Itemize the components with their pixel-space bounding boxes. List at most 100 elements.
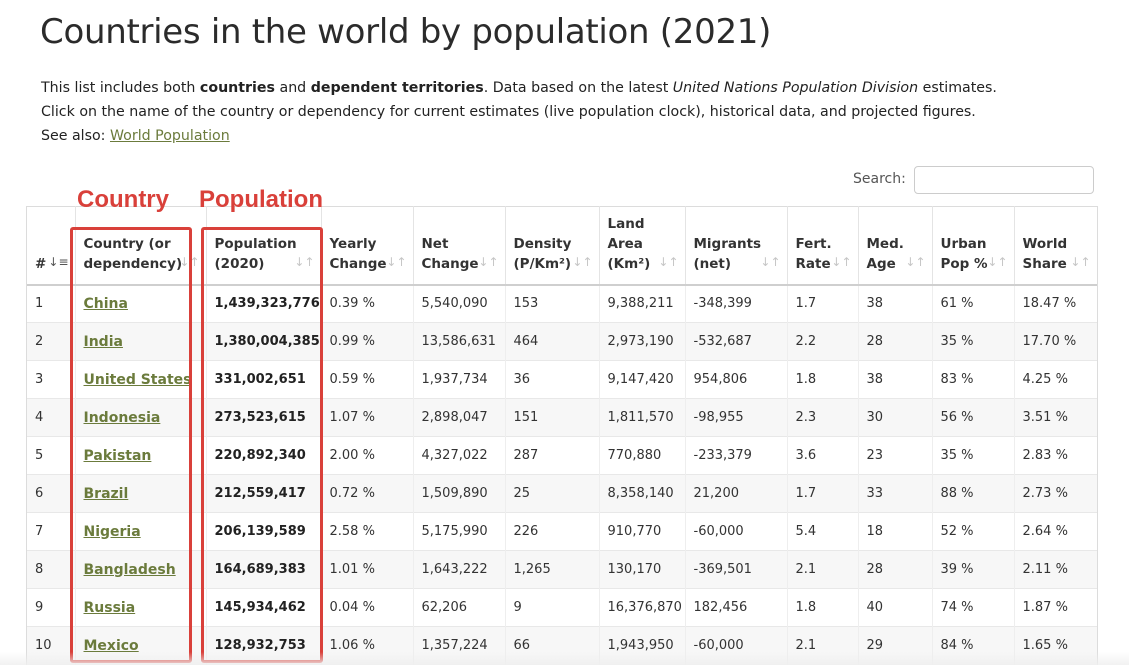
data-cell: 18: [858, 512, 933, 551]
column-header[interactable]: # ↓≡: [27, 206, 76, 286]
population-cell: 220,892,340: [206, 436, 322, 475]
sort-icon[interactable]: ↓↑: [294, 254, 315, 269]
sort-icon[interactable]: ↓↑: [572, 254, 593, 269]
data-cell: 8,358,140: [599, 474, 686, 513]
data-cell: 74 %: [932, 588, 1015, 627]
data-cell: 2.2: [787, 322, 859, 361]
data-cell: 2.11 %: [1014, 550, 1097, 589]
table-body: 1 China 1,439,323,776 0.39 % 5,540,090 153 9,3…: [27, 284, 1097, 665]
country-cell: Nigeria: [75, 512, 207, 551]
column-header[interactable]: Land Area (Km²) ↓↑: [599, 206, 686, 286]
rank-cell: 4: [27, 398, 76, 437]
data-cell: 0.39 %: [321, 284, 414, 323]
data-cell: 88 %: [932, 474, 1015, 513]
data-cell: 287: [505, 436, 600, 475]
data-cell: 9,388,211: [599, 284, 686, 323]
country-annotation-label: Country: [77, 186, 169, 213]
data-cell: 4,327,022: [413, 436, 506, 475]
country-link[interactable]: Bangladesh: [83, 561, 176, 578]
rank-cell: 7: [27, 512, 76, 551]
column-header[interactable]: Population (2020) ↓↑: [206, 206, 322, 286]
population-annotation-label: Population: [199, 186, 323, 213]
data-cell: 0.72 %: [321, 474, 414, 513]
data-cell: 36: [505, 360, 600, 399]
search-input[interactable]: [914, 166, 1094, 194]
sort-ascending-icon[interactable]: ↓≡: [48, 254, 69, 269]
sort-icon[interactable]: ↓↑: [179, 254, 200, 269]
data-cell: 5.4: [787, 512, 859, 551]
column-header[interactable]: Med. Age ↓↑: [858, 206, 933, 286]
column-header[interactable]: Urban Pop % ↓↑: [932, 206, 1015, 286]
data-cell: -98,955: [685, 398, 788, 437]
country-link[interactable]: India: [83, 333, 123, 350]
data-cell: 30: [858, 398, 933, 437]
data-cell: 17.70 %: [1014, 322, 1097, 361]
data-cell: 38: [858, 284, 933, 323]
table-row: 4 Indonesia 273,523,615 1.07 % 2,898,047 151 1…: [27, 398, 1097, 437]
sort-icon[interactable]: ↓↑: [478, 254, 499, 269]
rank-cell: 8: [27, 550, 76, 589]
table-row: 5 Pakistan 220,892,340 2.00 % 4,327,022 287 77…: [27, 436, 1097, 475]
sort-icon[interactable]: ↓↑: [658, 254, 679, 269]
table-header-row: # ↓≡ Country (or dependency) ↓↑ Population (…: [27, 206, 1097, 286]
data-cell: -532,687: [685, 322, 788, 361]
country-link[interactable]: United States: [83, 371, 192, 388]
population-cell: 164,689,383: [206, 550, 322, 589]
rank-cell: 3: [27, 360, 76, 399]
data-cell: 13,586,631: [413, 322, 506, 361]
data-cell: 1.7: [787, 284, 859, 323]
population-cell: 331,002,651: [206, 360, 322, 399]
population-cell: 1,380,004,385: [206, 322, 322, 361]
data-cell: 2.3: [787, 398, 859, 437]
column-header[interactable]: World Share ↓↑: [1014, 206, 1097, 286]
column-header[interactable]: Density (P/Km²) ↓↑: [505, 206, 600, 286]
column-header-label: Density (P/Km²): [513, 235, 572, 272]
data-cell: 770,880: [599, 436, 686, 475]
sort-icon[interactable]: ↓↑: [1070, 254, 1091, 269]
column-header-label: World Share: [1022, 235, 1068, 272]
world-population-link[interactable]: World Population: [109, 128, 230, 144]
country-link[interactable]: China: [83, 295, 128, 312]
population-cell: 273,523,615: [206, 398, 322, 437]
sort-icon[interactable]: ↓↑: [760, 254, 781, 269]
intro-italic-source: United Nations Population Division: [672, 80, 919, 96]
intro-text-segment: . Data based on the latest: [483, 80, 673, 96]
data-cell: 83 %: [932, 360, 1015, 399]
data-cell: 2.83 %: [1014, 436, 1097, 475]
sort-icon[interactable]: ↓↑: [831, 254, 852, 269]
column-header[interactable]: Migrants (net) ↓↑: [685, 206, 788, 286]
column-header-label: #: [35, 255, 47, 272]
sort-icon[interactable]: ↓↑: [987, 254, 1008, 269]
column-header[interactable]: Country (or dependency) ↓↑: [75, 206, 207, 286]
data-cell: 4.25 %: [1014, 360, 1097, 399]
data-cell: 2.64 %: [1014, 512, 1097, 551]
rank-cell: 9: [27, 588, 76, 627]
country-link[interactable]: Pakistan: [83, 447, 152, 464]
country-link[interactable]: Brazil: [83, 485, 129, 502]
data-cell: 910,770: [599, 512, 686, 551]
data-cell: 23: [858, 436, 933, 475]
country-link[interactable]: Russia: [83, 599, 136, 616]
table-row: 1 China 1,439,323,776 0.39 % 5,540,090 153 9,3…: [27, 284, 1097, 323]
data-cell: 1.8: [787, 588, 859, 627]
data-cell: 39 %: [932, 550, 1015, 589]
country-link[interactable]: Nigeria: [83, 523, 141, 540]
country-link[interactable]: Mexico: [83, 637, 139, 654]
column-header[interactable]: Net Change ↓↑: [413, 206, 506, 286]
data-cell: 1,265: [505, 550, 600, 589]
population-cell: 212,559,417: [206, 474, 322, 513]
data-cell: 1,937,734: [413, 360, 506, 399]
data-cell: 16,376,870: [599, 588, 686, 627]
column-header[interactable]: Yearly Change ↓↑: [321, 206, 414, 286]
country-cell: Russia: [75, 588, 207, 627]
intro-text-segment: This list includes both: [41, 80, 200, 96]
column-header[interactable]: Fert. Rate ↓↑: [787, 206, 859, 286]
sort-icon[interactable]: ↓↑: [905, 254, 926, 269]
sort-icon[interactable]: ↓↑: [386, 254, 407, 269]
data-cell: 1.7: [787, 474, 859, 513]
data-cell: 35 %: [932, 322, 1015, 361]
intro-bold-countries: countries: [199, 80, 275, 96]
search-label: Search:: [853, 171, 906, 187]
data-cell: -369,501: [685, 550, 788, 589]
country-link[interactable]: Indonesia: [83, 409, 161, 426]
